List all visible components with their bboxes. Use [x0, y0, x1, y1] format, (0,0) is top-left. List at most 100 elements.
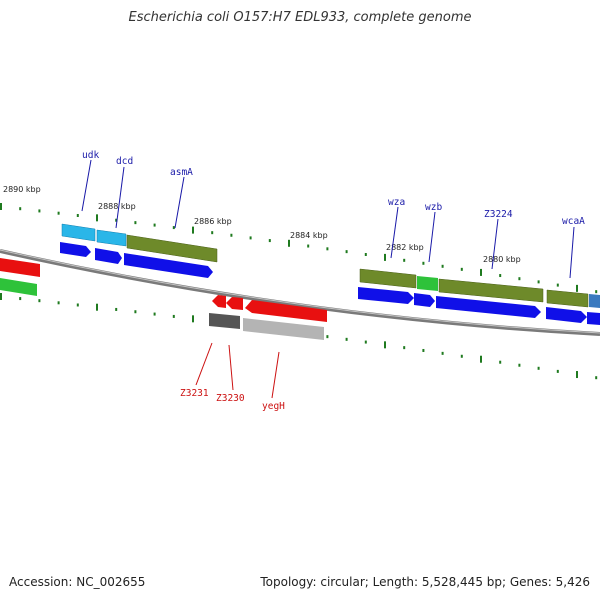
tick-mark	[192, 226, 194, 234]
forward-label-leaders	[81, 159, 575, 279]
tick-mark	[537, 280, 540, 284]
tick-mark	[460, 267, 463, 271]
coordinate-label-2886: 2886 kbp	[194, 217, 232, 226]
feature-Z3224[interactable]	[438, 278, 544, 303]
cds-wzb-arrow[interactable]	[414, 293, 435, 307]
tick-mark	[115, 218, 118, 222]
tick-mark	[422, 348, 425, 352]
tick-mark	[556, 283, 559, 287]
tick-mark	[211, 231, 214, 235]
tick-mark	[441, 351, 444, 355]
tick-mark	[480, 268, 482, 276]
gene-label-Z3231[interactable]: Z3231	[180, 388, 209, 399]
tick-mark	[364, 340, 367, 344]
tick-mark	[268, 239, 271, 243]
tick-mark	[288, 239, 290, 247]
gene-label-yegH[interactable]: yegH	[262, 401, 285, 412]
tick-mark	[460, 354, 463, 358]
tick-mark	[192, 315, 194, 323]
tick-mark	[518, 277, 521, 281]
tick-mark	[57, 211, 60, 215]
tick-mark	[76, 213, 79, 217]
tick-mark	[576, 371, 578, 379]
feature-yegH[interactable]	[243, 318, 324, 340]
cds-asmA-arrow[interactable]	[124, 253, 213, 278]
tick-mark	[38, 209, 41, 213]
tick-mark	[0, 293, 2, 300]
gene-label-asmA[interactable]: asmA	[170, 167, 193, 178]
tick-mark	[115, 307, 118, 311]
genome-backbone-highlight	[0, 249, 600, 334]
tick-mark	[19, 297, 22, 301]
tick-mark	[172, 226, 175, 230]
gene-label-Z3224[interactable]: Z3224	[484, 209, 513, 220]
cds-dcd-arrow[interactable]	[95, 248, 122, 264]
feature-wzb[interactable]	[417, 276, 438, 291]
cds-right-partial-arrow[interactable]	[587, 312, 600, 325]
tick-mark	[364, 252, 367, 256]
tick-mark	[172, 314, 175, 318]
tick-mark	[595, 290, 598, 294]
gene-label-wza[interactable]: wza	[388, 197, 405, 208]
coordinate-label-2884: 2884 kbp	[290, 231, 328, 240]
feature-Z3231[interactable]	[209, 313, 240, 329]
tick-mark	[537, 366, 540, 370]
tick-mark	[96, 214, 98, 222]
tick-mark	[307, 244, 310, 248]
coordinate-label-2882: 2882 kbp	[386, 243, 424, 252]
gene-label-dcd[interactable]: dcd	[116, 156, 133, 167]
tick-mark	[0, 203, 2, 210]
tick-mark	[38, 299, 41, 303]
tick-mark	[441, 264, 444, 268]
genome-backbone	[0, 249, 600, 336]
coordinate-label-2880: 2880 kbp	[483, 255, 521, 264]
tick-mark	[422, 261, 425, 265]
tick-mark	[153, 312, 156, 316]
tick-mark	[499, 274, 502, 278]
tick-mark	[518, 363, 521, 367]
tick-mark	[230, 233, 233, 237]
feature-left-red[interactable]	[0, 258, 40, 277]
tick-mark	[326, 247, 329, 251]
tick-mark	[595, 376, 598, 380]
tick-mark	[134, 221, 137, 225]
tick-mark	[384, 341, 386, 349]
feature-right-partial[interactable]	[589, 294, 600, 308]
feature-wza[interactable]	[359, 268, 417, 289]
tick-mark	[345, 250, 348, 254]
feature-left-green[interactable]	[0, 278, 37, 296]
feature-wcaA[interactable]	[546, 289, 589, 308]
tick-mark	[384, 253, 386, 261]
genome-summary-text: Topology: circular; Length: 5,528,445 bp…	[260, 575, 590, 589]
tick-mark	[326, 335, 329, 339]
cds-Z3231-arrow[interactable]	[212, 295, 226, 308]
tick-mark	[345, 337, 348, 341]
tick-mark	[153, 223, 156, 227]
gene-label-udk[interactable]: udk	[82, 150, 99, 161]
gene-label-wcaA[interactable]: wcaA	[562, 216, 585, 227]
tick-mark	[57, 301, 60, 305]
accession-text: Accession: NC_002655	[9, 575, 146, 589]
gene-label-Z3230[interactable]: Z3230	[216, 393, 245, 404]
tick-mark	[19, 207, 22, 211]
tick-mark	[96, 303, 98, 311]
cds-Z3230-arrow[interactable]	[226, 297, 243, 310]
cds-Z3224-arrow[interactable]	[436, 296, 541, 318]
reverse-label-leaders	[195, 342, 280, 399]
cds-yegH-arrow[interactable]	[245, 300, 327, 322]
genome-title: Escherichia coli O157:H7 EDL933, complet…	[128, 10, 472, 25]
tick-mark	[249, 236, 252, 240]
tick-mark	[403, 258, 406, 262]
cds-udk-arrow[interactable]	[60, 242, 91, 257]
cds-wza-arrow[interactable]	[358, 287, 414, 304]
feature-udk[interactable]	[61, 223, 96, 242]
coordinate-label-2890: 2890 kbp	[3, 185, 41, 194]
tick-mark	[134, 310, 137, 314]
tick-mark	[403, 346, 406, 350]
cds-wcaA-arrow[interactable]	[546, 307, 587, 323]
feature-asmA[interactable]	[126, 234, 218, 263]
gene-label-wzb[interactable]: wzb	[425, 202, 442, 213]
feature-dcd[interactable]	[96, 229, 127, 247]
